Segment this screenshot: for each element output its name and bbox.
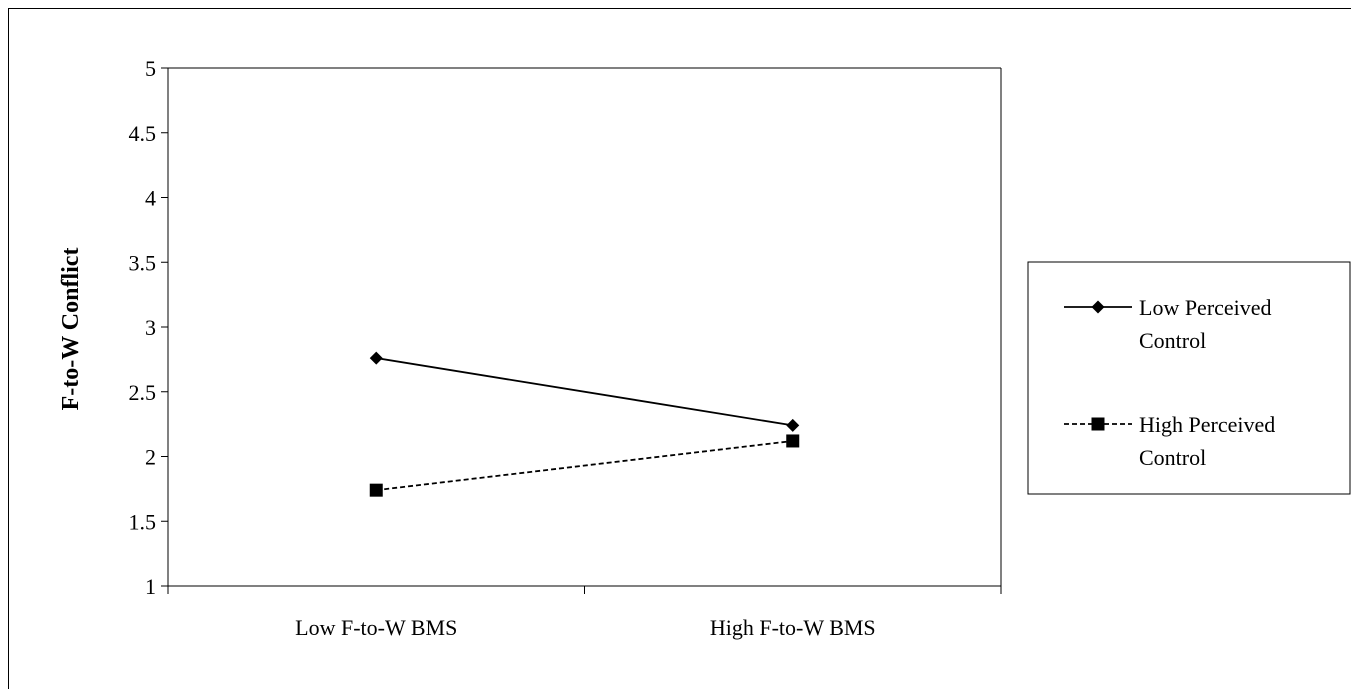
- y-tick-label: 3.5: [129, 250, 157, 275]
- legend: Low Perceived Control High Perceived Contro…: [1027, 261, 1351, 495]
- series-line: [376, 440, 793, 492]
- y-tick-label: 5: [145, 56, 156, 81]
- chart-frame: [8, 8, 1351, 689]
- y-tick-label: 2.5: [129, 380, 157, 405]
- series-layer: [369, 351, 800, 497]
- plot-area: 1 1.5 2 2.5 3 3.5 4 4.5 5 Low F-to-W BMS High F-t…: [129, 56, 1002, 640]
- data-point-diamond: [369, 351, 383, 365]
- series-line: [376, 357, 793, 427]
- y-tick-label: 1: [145, 574, 156, 599]
- y-ticks: 1 1.5 2 2.5 3 3.5 4 4.5 5: [129, 56, 168, 599]
- legend-label: Low Perceived: [1139, 295, 1272, 320]
- y-tick-label: 1.5: [129, 509, 157, 534]
- y-axis-title: F-to-W Conflict: [58, 248, 84, 411]
- legend-marker-diamond: [1091, 300, 1105, 314]
- legend-marker-square: [1091, 417, 1105, 431]
- legend-box: [1027, 261, 1351, 495]
- x-ticks: Low F-to-W BMS High F-to-W BMS: [167, 586, 1002, 640]
- legend-item: High Perceived Control: [1064, 412, 1275, 470]
- legend-items: Low Perceived Control High Perceived Contro…: [1064, 295, 1275, 470]
- series-1: [369, 351, 800, 432]
- y-tick-label: 3: [145, 315, 156, 340]
- y-tick-label: 4.5: [129, 121, 157, 146]
- x-tick-label: Low F-to-W BMS: [295, 615, 457, 640]
- series-2: [369, 434, 800, 497]
- x-tick-label: High F-to-W BMS: [710, 615, 876, 640]
- y-tick-label: 4: [145, 186, 156, 211]
- data-point-diamond: [786, 418, 800, 432]
- legend-label: High Perceived: [1139, 412, 1275, 437]
- legend-item: Low Perceived Control: [1064, 295, 1272, 353]
- legend-label: Control: [1139, 328, 1206, 353]
- data-point-square: [786, 434, 800, 448]
- y-tick-label: 2: [145, 445, 156, 470]
- legend-label: Control: [1139, 445, 1206, 470]
- data-point-square: [369, 483, 383, 497]
